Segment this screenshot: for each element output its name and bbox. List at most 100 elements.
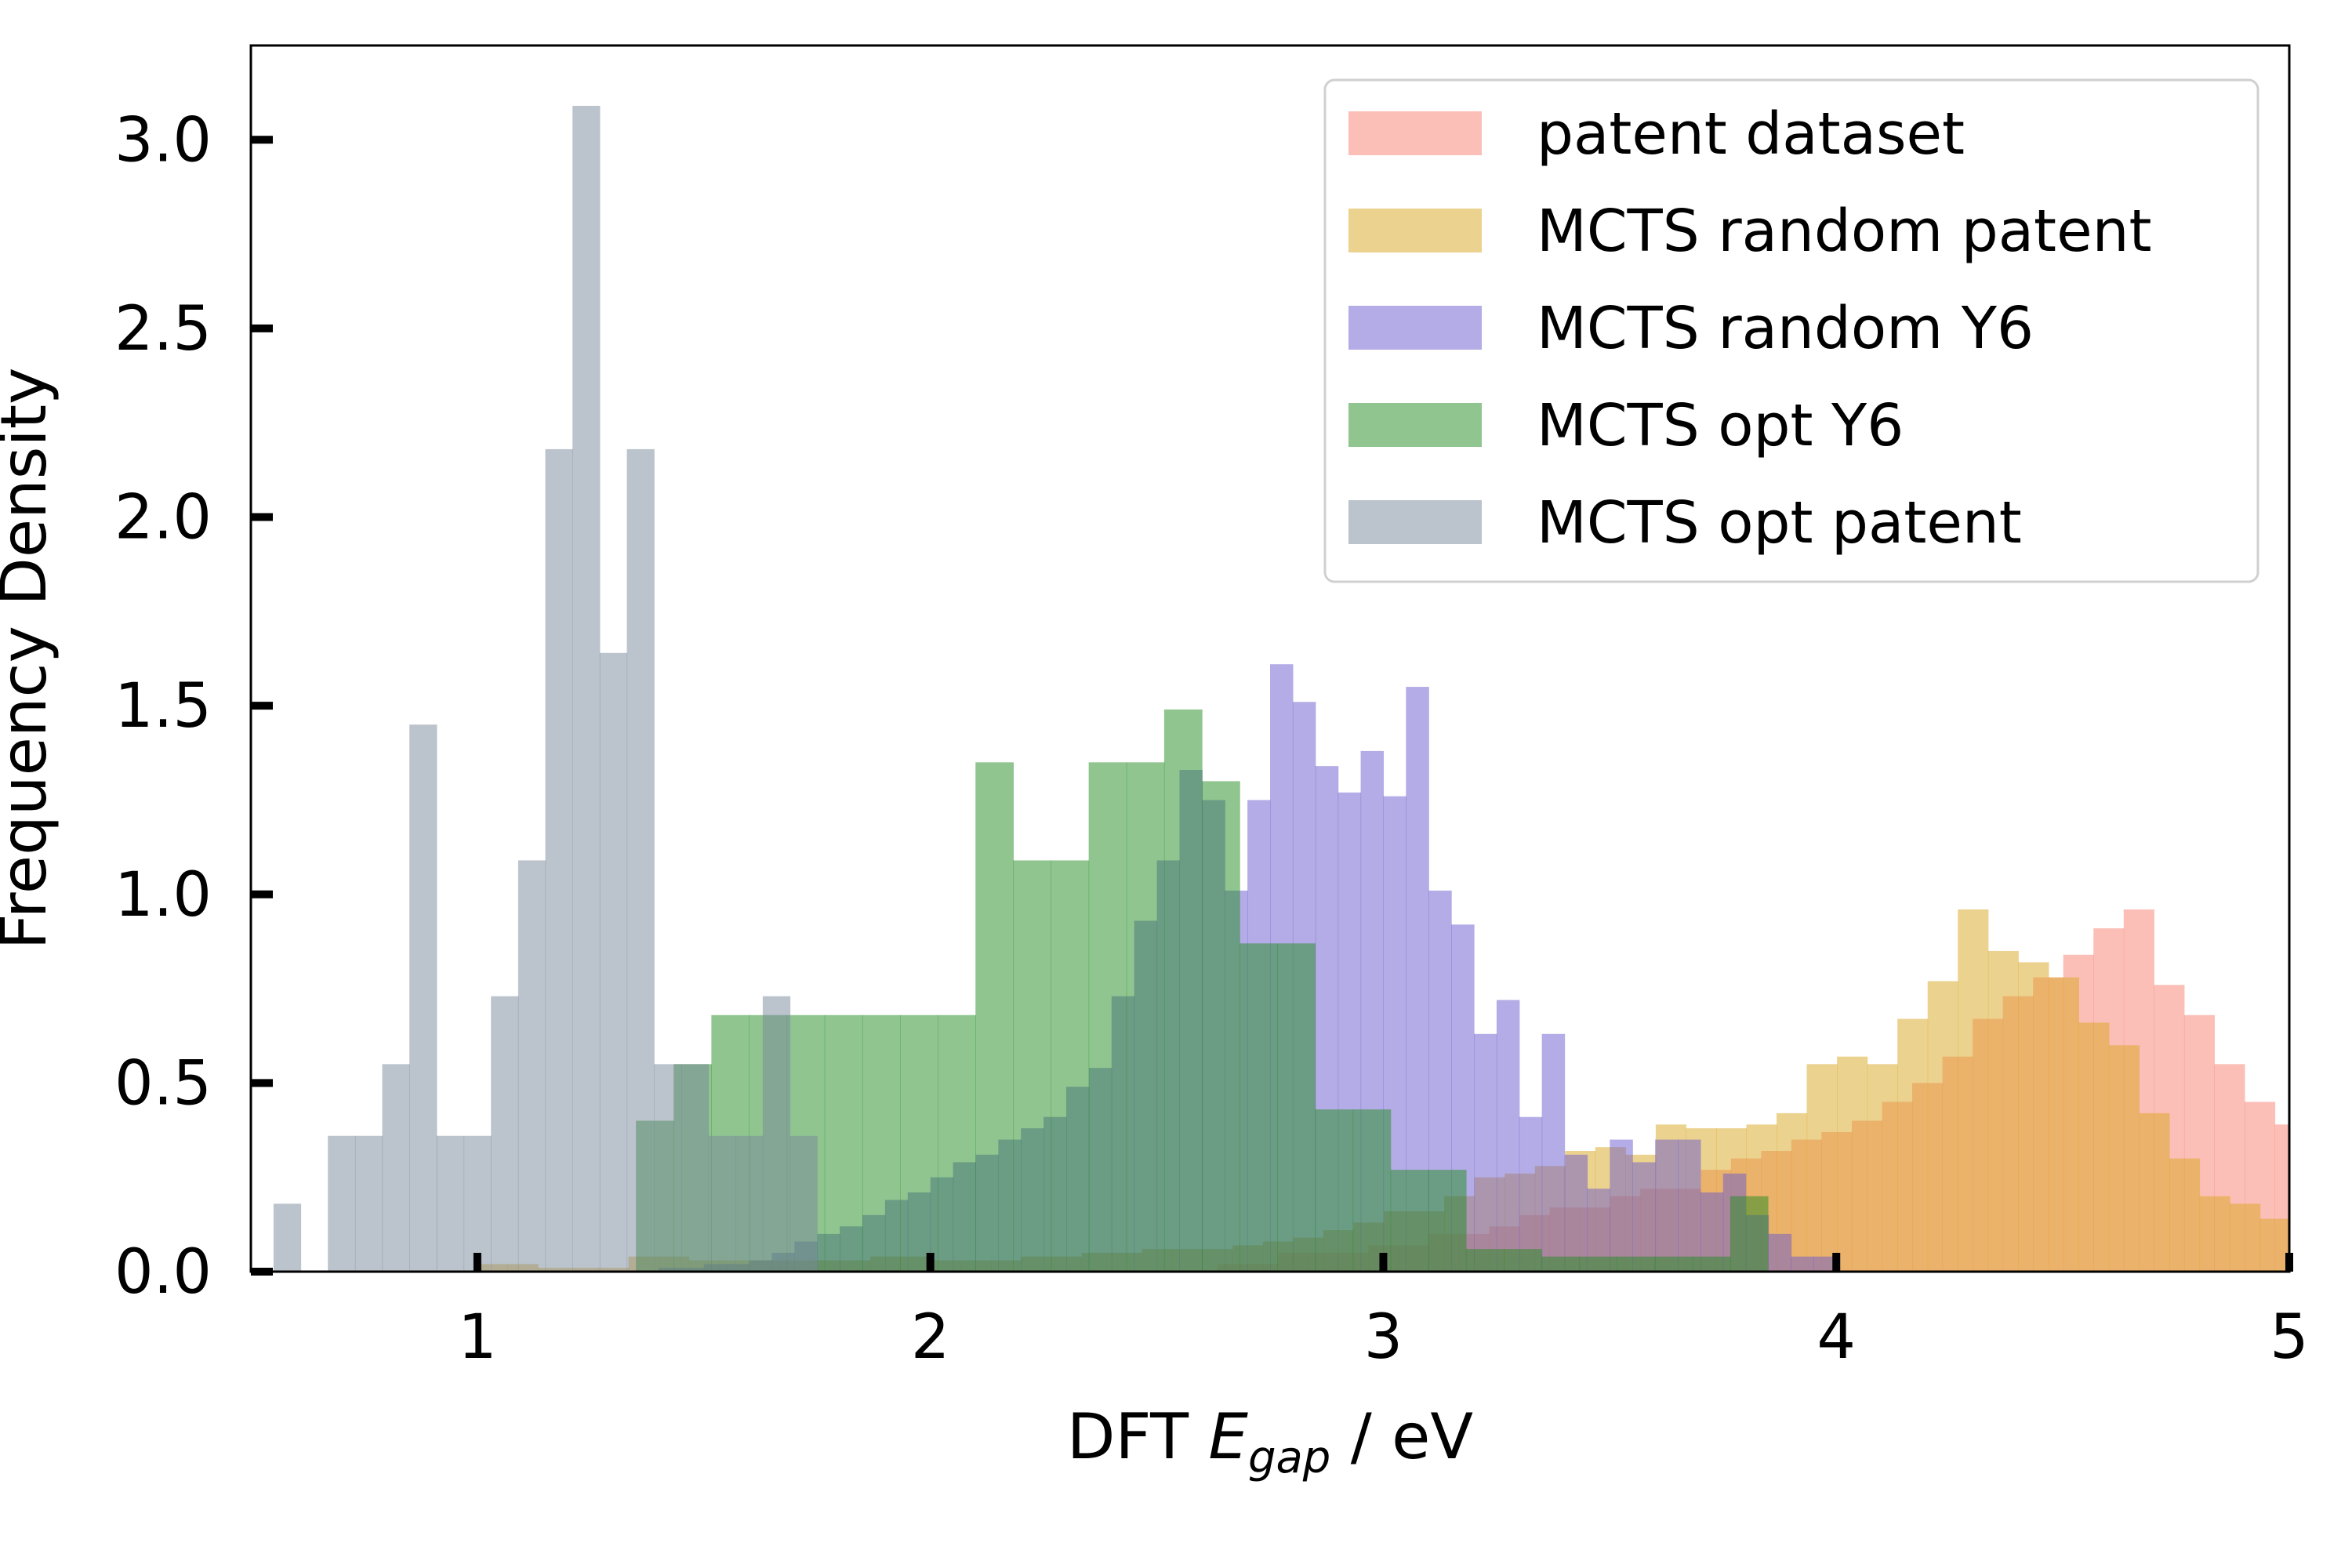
bar bbox=[1678, 1139, 1701, 1272]
bar bbox=[1163, 709, 1203, 1272]
bar bbox=[1867, 1064, 1898, 1272]
bar bbox=[1088, 762, 1127, 1272]
bar bbox=[1897, 1018, 1929, 1272]
legend-box bbox=[1323, 78, 2259, 583]
bar bbox=[1126, 762, 1165, 1272]
x-axis-label-prefix: DFT bbox=[1067, 1400, 1209, 1473]
bar bbox=[517, 860, 546, 1272]
bar bbox=[708, 1135, 736, 1272]
bar bbox=[1579, 1256, 1618, 1272]
bar bbox=[1465, 1249, 1504, 1272]
bar bbox=[1390, 1170, 1429, 1272]
bar bbox=[938, 1014, 976, 1272]
bar bbox=[824, 1014, 863, 1272]
bar bbox=[2139, 1112, 2170, 1272]
y-axis-label: Frequency Density bbox=[0, 368, 60, 950]
bar bbox=[1730, 1196, 1769, 1272]
bar bbox=[1315, 1109, 1354, 1272]
bar bbox=[273, 1203, 302, 1272]
y-tick-label: 2.5 bbox=[114, 294, 212, 365]
bar bbox=[1504, 1249, 1542, 1272]
bar bbox=[572, 105, 601, 1272]
y-tick-label: 0.5 bbox=[114, 1048, 212, 1119]
bar bbox=[1813, 1256, 1837, 1272]
bar bbox=[1958, 909, 1989, 1272]
bar bbox=[1632, 1162, 1656, 1272]
bar bbox=[1791, 1256, 1814, 1272]
bar bbox=[1927, 981, 1958, 1272]
legend-swatch bbox=[1348, 209, 1482, 252]
legend-label: patent dataset bbox=[1537, 100, 1965, 168]
x-tick-label: 5 bbox=[2270, 1302, 2309, 1373]
bar bbox=[654, 1064, 682, 1272]
bar bbox=[2108, 1045, 2140, 1272]
bar bbox=[1277, 943, 1316, 1272]
plot-area bbox=[273, 105, 2290, 1272]
legend-label: MCTS random patent bbox=[1537, 198, 2152, 265]
y-tick-label: 0.0 bbox=[114, 1237, 212, 1308]
bar bbox=[491, 996, 519, 1272]
bar bbox=[354, 1135, 383, 1272]
x-axis-label-suffix: / eV bbox=[1330, 1400, 1473, 1473]
legend-swatch bbox=[1348, 500, 1482, 544]
bar bbox=[1655, 1139, 1679, 1272]
bar bbox=[2230, 1203, 2261, 1272]
bar bbox=[626, 448, 655, 1272]
bar bbox=[545, 448, 573, 1272]
bar bbox=[463, 1135, 492, 1272]
series-4 bbox=[273, 105, 818, 1272]
x-axis-label-subscript: gap bbox=[1248, 1432, 1330, 1483]
bar bbox=[1474, 1033, 1497, 1272]
legend-swatch bbox=[1348, 306, 1482, 350]
bar bbox=[1013, 860, 1052, 1272]
bar bbox=[2199, 1196, 2230, 1272]
bar bbox=[1051, 860, 1090, 1272]
bar bbox=[2078, 1022, 2110, 1272]
bar bbox=[789, 1135, 818, 1272]
bar bbox=[382, 1064, 410, 1272]
y-axis: 0.0 0.5 1.0 1.5 2.0 2.5 3.0 bbox=[114, 105, 273, 1308]
legend-swatch bbox=[1348, 403, 1482, 447]
x-tick-label: 4 bbox=[1817, 1302, 1856, 1373]
bar bbox=[436, 1135, 465, 1272]
bar bbox=[409, 724, 437, 1272]
x-tick-label: 1 bbox=[458, 1302, 497, 1373]
bar bbox=[762, 996, 791, 1272]
bar bbox=[1428, 1170, 1467, 1272]
bar bbox=[1240, 943, 1278, 1272]
x-tick-label: 2 bbox=[911, 1302, 950, 1373]
bar bbox=[862, 1014, 901, 1272]
bar bbox=[1519, 1116, 1543, 1272]
bar bbox=[1837, 1056, 1868, 1272]
bar bbox=[1202, 781, 1240, 1272]
y-tick-label: 1.0 bbox=[114, 860, 212, 931]
bar bbox=[2259, 1218, 2290, 1272]
bar bbox=[1617, 1256, 1656, 1272]
bar bbox=[2048, 977, 2079, 1272]
bar bbox=[735, 1135, 764, 1272]
x-axis-label-symbol: E bbox=[1208, 1400, 1248, 1473]
bar bbox=[1352, 1109, 1392, 1272]
bar bbox=[599, 652, 628, 1272]
legend-label: MCTS random Y6 bbox=[1537, 295, 2034, 362]
bar bbox=[1768, 1233, 1792, 1272]
legend-swatch bbox=[1348, 111, 1482, 155]
bar bbox=[1806, 1064, 1838, 1272]
x-axis: 1 2 3 4 5 bbox=[458, 1253, 2309, 1373]
bar bbox=[1692, 1256, 1731, 1272]
legend: patent dataset MCTS random patent MCTS ran… bbox=[1323, 78, 2259, 583]
x-axis-label: DFT Egap / eV bbox=[1067, 1400, 1474, 1483]
bar bbox=[2169, 1158, 2201, 1272]
bar bbox=[1987, 950, 2019, 1272]
bar bbox=[1496, 1000, 1520, 1272]
y-tick-label: 1.5 bbox=[114, 671, 212, 742]
bar bbox=[975, 762, 1014, 1272]
bar bbox=[328, 1135, 356, 1272]
legend-label: MCTS opt patent bbox=[1537, 489, 2022, 557]
bar bbox=[1610, 1139, 1633, 1272]
bar bbox=[681, 1064, 710, 1272]
bar bbox=[2018, 962, 2049, 1272]
bar bbox=[1654, 1256, 1693, 1272]
bar bbox=[1541, 1256, 1580, 1272]
